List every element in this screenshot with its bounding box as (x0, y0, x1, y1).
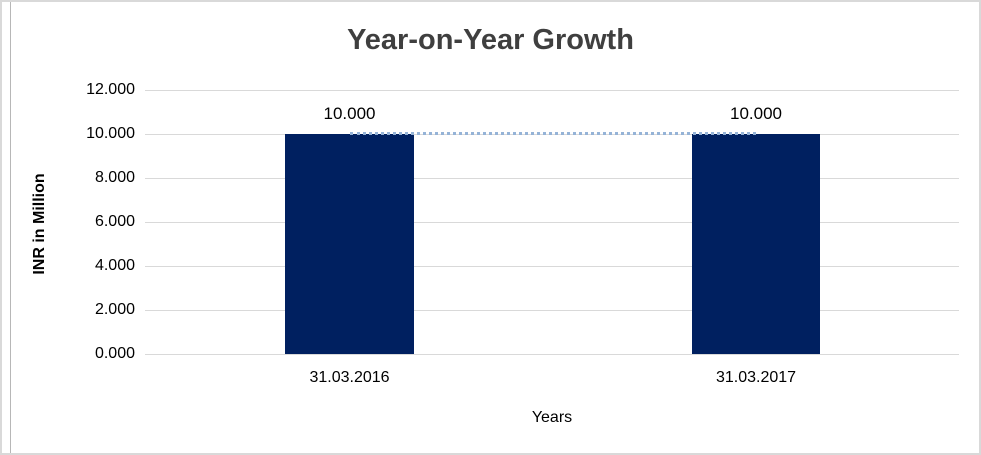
bar-31.03.2016 (285, 134, 414, 354)
y-tick-label: 6.000 (94, 213, 135, 230)
x-axis-title: Years (531, 409, 573, 426)
y-tick-label: 0.000 (94, 345, 135, 362)
gridline-y-0.000 (145, 354, 959, 355)
gridline-y-4.000 (145, 266, 959, 267)
gridline-y-12.000 (145, 90, 959, 91)
bar-31.03.2017 (692, 134, 820, 354)
plot-area (145, 90, 959, 355)
y-tick-label: 2.000 (94, 301, 135, 318)
y-tick-label: 4.000 (94, 257, 135, 274)
y-tick-label: 8.000 (94, 169, 135, 186)
x-tick-label: 31.03.2017 (715, 369, 797, 386)
bar-value-label: 10.000 (323, 104, 376, 123)
gridline-y-2.000 (145, 310, 959, 311)
left-table-border (10, 2, 11, 453)
x-tick-label: 31.03.2016 (309, 369, 390, 386)
gridline-y-8.000 (145, 178, 959, 179)
gridline-y-6.000 (145, 222, 959, 223)
y-tick-label: 10.000 (86, 125, 135, 142)
y-tick-label: 12.000 (86, 81, 135, 98)
trend-line (349, 132, 756, 135)
bar-value-label: 10.000 (730, 104, 782, 123)
chart-title: Year-on-Year Growth (347, 24, 634, 56)
